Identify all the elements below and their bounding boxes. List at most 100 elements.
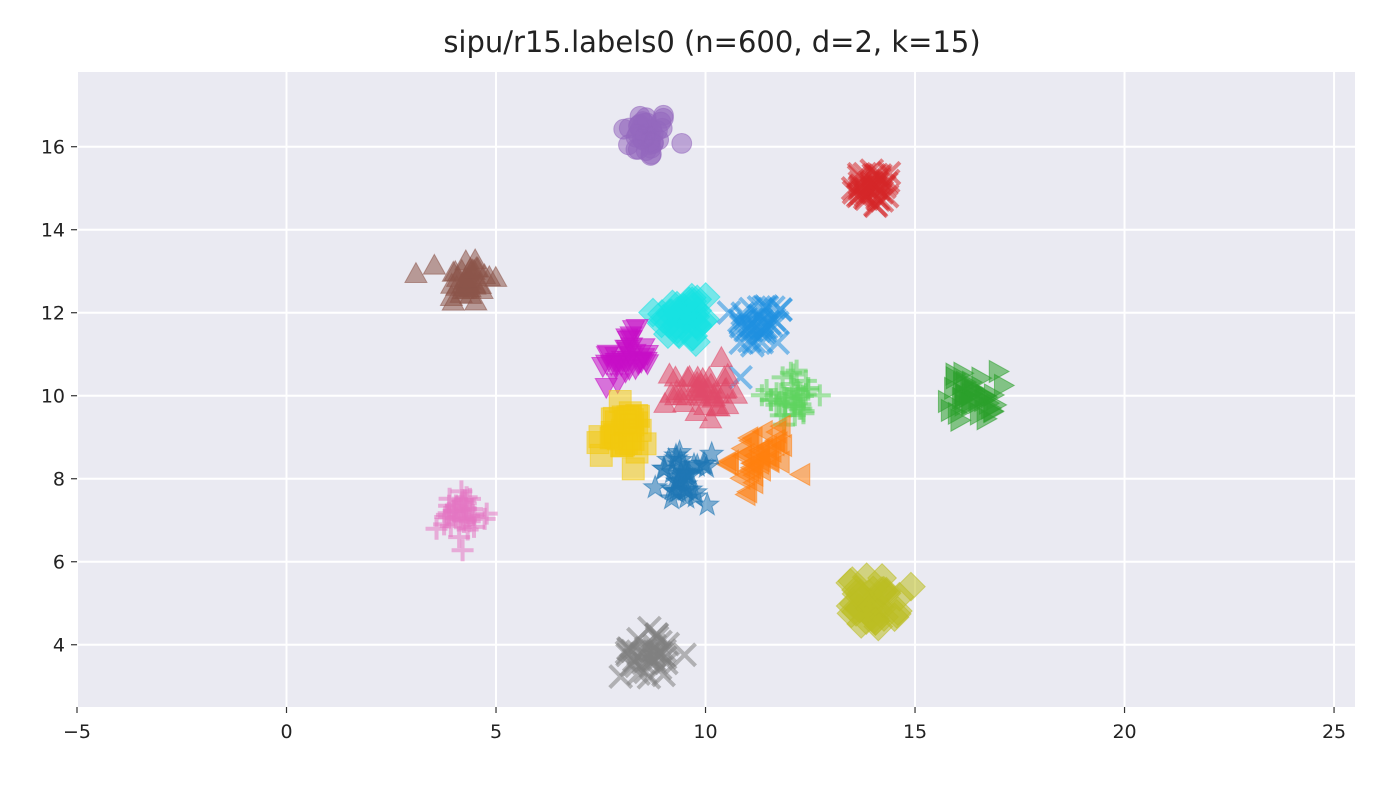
y-tick-label: 10 [41,386,65,408]
data-point [792,400,815,423]
data-point [866,187,891,213]
data-point [734,482,756,507]
y-tick-label: 14 [41,220,65,242]
data-point [634,351,658,374]
data-point [657,362,682,384]
x-tick-label: 0 [280,721,292,743]
data-point [600,407,624,431]
data-point [618,346,643,368]
cluster-15 [608,615,697,690]
cluster-1 [613,104,693,166]
data-point [451,539,474,562]
x-axis-ticks: −5 0 5 10 15 20 25 [63,707,1346,743]
data-point [697,365,722,387]
data-point [975,383,997,408]
data-point [729,466,751,491]
y-tick-label: 12 [41,303,65,325]
cluster-11 [714,414,811,507]
data-point [681,451,707,477]
data-point [765,393,788,416]
cluster-9 [937,359,1016,433]
cluster-5 [716,294,793,390]
x-tick-label: 20 [1112,721,1136,743]
data-point [663,442,689,467]
data-point [953,387,975,412]
data-point [455,497,478,520]
data-point [475,502,498,525]
cluster-3 [404,247,508,311]
data-point [605,373,630,395]
data-point [441,289,466,311]
cluster-2 [840,158,902,219]
data-point [425,517,448,540]
data-points [404,104,1016,690]
data-point [435,503,458,526]
data-point [462,258,486,280]
data-point [698,440,725,466]
data-point [690,304,721,335]
y-tick-label: 4 [53,635,65,657]
data-point [739,317,764,343]
data-point [610,434,634,458]
data-point [993,373,1016,398]
data-point [867,562,898,593]
y-tick-label: 16 [41,137,65,159]
cluster-4 [637,282,721,358]
data-point [644,622,670,647]
x-tick-label: 25 [1322,721,1346,743]
data-point [633,659,658,685]
data-point [841,180,867,205]
cluster-10 [586,390,657,481]
data-point [750,384,773,407]
data-point [615,328,639,350]
data-point [945,365,968,390]
cluster-13 [425,480,498,562]
data-point [659,381,683,403]
data-point [454,277,478,299]
data-point [672,642,697,668]
cluster-12 [642,438,725,516]
data-point [422,253,447,275]
data-point [755,443,777,468]
x-tick-label: −5 [63,721,91,743]
data-point [849,180,875,206]
data-point [452,510,475,533]
data-point [627,115,649,137]
data-point [712,365,737,387]
x-tick-label: 5 [490,721,502,743]
data-point [642,474,669,499]
data-point [861,162,887,188]
data-point [731,444,753,468]
data-point [746,303,772,329]
y-tick-label: 8 [53,469,65,491]
x-tick-label: 15 [903,721,927,743]
cluster-7 [653,345,749,429]
cluster-6 [590,319,660,400]
data-point [768,297,793,323]
data-point [780,390,803,413]
cluster-14 [835,562,926,642]
data-point [667,303,698,334]
data-point [746,295,772,320]
data-point [851,605,882,636]
x-tick-label: 10 [693,721,717,743]
y-axis-ticks: 4 6 8 10 12 14 16 [41,137,77,657]
data-point [709,345,734,368]
y-tick-label: 6 [53,552,65,574]
data-point [882,595,913,626]
data-point [724,382,749,404]
data-point [769,414,791,439]
data-point [604,355,629,377]
data-point [627,139,649,160]
data-point [755,378,778,401]
cluster-8 [750,359,831,436]
data-point [672,461,698,486]
data-point [797,376,820,399]
data-point [771,366,794,389]
data-point [694,491,721,516]
data-point [671,132,693,154]
chart-title: sipu/r15.labels0 (n=600, d=2, k=15) [443,25,980,59]
data-point [483,265,508,287]
data-point [788,462,811,487]
